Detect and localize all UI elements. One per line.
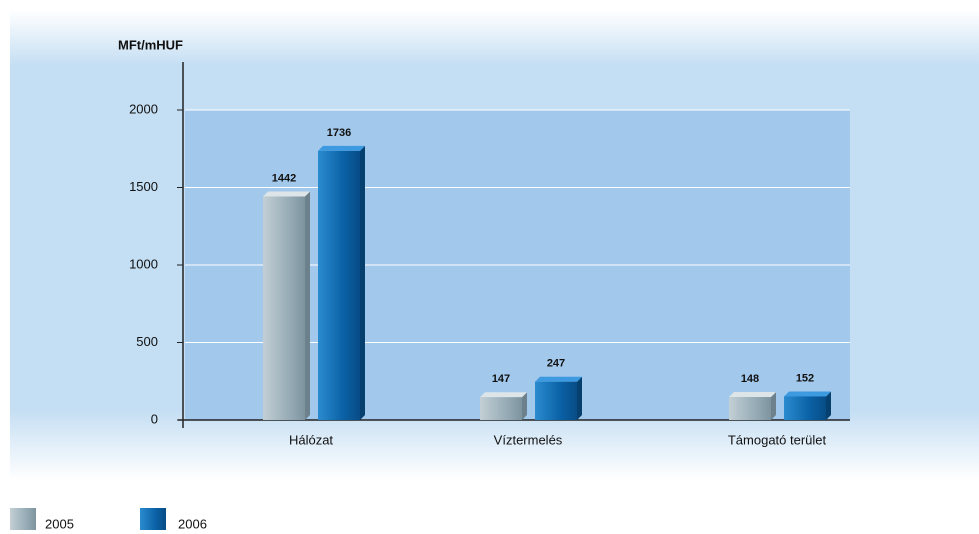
bar-top xyxy=(535,376,582,382)
data-label: 152 xyxy=(796,372,814,384)
y-axis-label: MFt/mHUF xyxy=(118,37,183,52)
data-label: 147 xyxy=(492,373,510,385)
legend-swatch xyxy=(140,508,166,530)
y-tick-label: 2000 xyxy=(129,101,158,116)
y-tick-label: 0 xyxy=(151,411,158,426)
bar-side xyxy=(305,191,310,420)
bar-side xyxy=(360,145,365,421)
x-tick-label: Támogató terület xyxy=(728,432,827,447)
bar xyxy=(784,396,826,420)
bar-side xyxy=(771,392,776,420)
data-label: 148 xyxy=(741,373,759,385)
bar-side xyxy=(577,376,582,420)
bar xyxy=(729,397,771,420)
legend-swatch xyxy=(10,508,36,530)
bar-side xyxy=(522,392,527,420)
bar-top xyxy=(318,145,365,151)
y-tick-label: 1500 xyxy=(129,179,158,194)
y-tick-label: 500 xyxy=(136,334,158,349)
data-label: 1442 xyxy=(272,172,296,184)
bar xyxy=(480,397,522,420)
bar-top xyxy=(729,392,776,398)
x-tick-label: Hálózat xyxy=(289,432,333,447)
y-tick-label: 1000 xyxy=(129,256,158,271)
bar xyxy=(535,381,577,420)
legend-label: 2006 xyxy=(178,516,207,531)
bar xyxy=(263,196,305,420)
legend-label: 2005 xyxy=(45,516,74,531)
data-label: 247 xyxy=(547,358,565,370)
bar-side xyxy=(826,391,831,420)
bar-top xyxy=(784,391,831,397)
data-label: 1736 xyxy=(327,127,351,139)
bar xyxy=(318,150,360,421)
x-tick-label: Víztermelés xyxy=(494,432,563,447)
bar-top xyxy=(480,392,527,398)
bar-top xyxy=(263,191,310,197)
